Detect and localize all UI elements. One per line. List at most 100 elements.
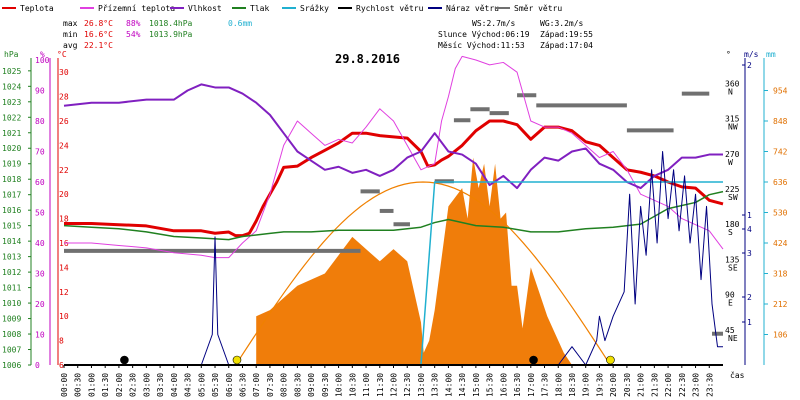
x-tick-label: 21:30 [650, 373, 659, 397]
sun-set-stat: Západ:19:55 [540, 30, 593, 39]
max-press: 1018.4hPa [149, 19, 193, 28]
moon-set-stat: Západ:17:04 [540, 41, 593, 50]
direction-tick-dir: SW [728, 193, 738, 202]
plot-area [63, 55, 724, 366]
x-tick-label: 09:30 [321, 373, 330, 397]
x-tick-label: 22:00 [664, 373, 673, 397]
wind-tick-label: 2 [747, 293, 752, 302]
sun-marker [232, 355, 242, 365]
x-tick-label: 04:30 [184, 373, 193, 397]
chart-title: 29.8.2016 [335, 52, 400, 66]
rain-tick-label: 848 [773, 117, 788, 126]
wind-tick-label: 4 [747, 225, 752, 234]
rain-tick-label: 212 [773, 300, 788, 309]
x-tick-label: 00:00 [60, 373, 69, 397]
temperature-tick-label: 16 [59, 239, 69, 248]
x-tick-label: 19:30 [595, 373, 604, 397]
legend-label: Vlhkost [188, 4, 222, 13]
humidity-tick-label: 40 [35, 239, 45, 248]
axes: hPa% °C1025102410231022102110201019101810… [2, 50, 788, 397]
wind-tick-label: 2 [747, 61, 752, 70]
pressure-tick-label: 1006 [2, 361, 21, 370]
temperature-tick-label: 14 [59, 263, 69, 272]
x-tick-label: 14:00 [444, 373, 453, 397]
x-tick-label: 11:00 [362, 373, 371, 397]
max-temp: 26.8°C [84, 19, 113, 28]
pressure-tick-label: 1018 [2, 175, 21, 184]
pressure-tick-label: 1025 [2, 67, 21, 76]
humidity-tick-label: 100 [35, 56, 50, 65]
direction-tick-label: 45 [725, 326, 735, 335]
x-tick-label: 23:30 [705, 373, 714, 397]
humidity-tick-label: 60 [35, 178, 45, 187]
x-tick-label: 07:00 [252, 373, 261, 397]
direction-tick-dir: N [728, 87, 733, 96]
wind-gust-stat: WG:3.2m/s [540, 19, 584, 28]
x-tick-label: 16:30 [513, 373, 522, 397]
moon-rise-stat: Měsíc Východ:11:53 [438, 41, 525, 50]
pressure-tick-label: 1020 [2, 144, 21, 153]
wind-speed-stat: WS:2.7m/s [472, 19, 516, 28]
humidity-tick-label: 50 [35, 209, 45, 218]
x-tick-label: 11:30 [376, 373, 385, 397]
rain-tick-label: 954 [773, 87, 788, 96]
direction-tick-dir: NE [728, 334, 738, 343]
temperature-tick-label: 8 [59, 337, 64, 346]
direction-tick-label: 135 [725, 255, 740, 264]
humidity-axis-label: % [40, 50, 45, 59]
humidity-tick-label: 90 [35, 87, 45, 96]
x-tick-label: 17:30 [541, 373, 550, 397]
pressure-tick-label: 1023 [2, 98, 21, 107]
humidity-tick-label: 10 [35, 331, 45, 340]
rain-tick-label: 530 [773, 209, 788, 218]
min-label: min [63, 30, 78, 39]
pressure-tick-label: 1012 [2, 268, 21, 277]
direction-axis-label: ° [726, 50, 731, 59]
x-tick-label: 20:30 [623, 373, 632, 397]
temperature-axis-label: °C [57, 50, 67, 59]
x-tick-label: 12:00 [390, 373, 399, 397]
legend-label: Srážky [300, 4, 329, 13]
direction-tick-label: 315 [725, 115, 740, 124]
x-tick-label: 06:00 [225, 373, 234, 397]
direction-tick-label: 225 [725, 185, 740, 194]
pressure-axis-label: hPa [4, 50, 19, 59]
series-line-vlhkost [63, 83, 723, 190]
rain-tick-label: 318 [773, 270, 788, 279]
x-tick-label: 21:00 [637, 373, 646, 397]
x-tick-label: 20:00 [609, 373, 618, 397]
pressure-tick-label: 1014 [2, 237, 21, 246]
x-tick-label: 22:30 [678, 373, 687, 397]
series-line-tlak [63, 190, 724, 241]
x-tick-label: 15:00 [472, 373, 481, 397]
pressure-tick-label: 1015 [2, 222, 21, 231]
pressure-tick-label: 1019 [2, 160, 21, 169]
humidity-tick-label: 70 [35, 148, 45, 157]
legend-label: Teplota [20, 4, 54, 13]
pressure-tick-label: 1007 [2, 346, 21, 355]
temperature-tick-label: 6 [59, 361, 64, 370]
x-tick-label: 07:30 [266, 373, 275, 397]
direction-tick-dir: E [728, 299, 733, 308]
x-tick-label: 17:00 [527, 373, 536, 397]
legend-label: Rychlost větru [356, 4, 424, 13]
humidity-tick-label: 20 [35, 300, 45, 309]
temperature-tick-label: 28 [59, 93, 69, 102]
pressure-tick-label: 1009 [2, 315, 21, 324]
stats-panel: max 26.8°C 88% 1018.4hPa 0.6mm min 16.6°… [63, 19, 593, 50]
series-line-p-zemn-teplota [64, 55, 724, 259]
avg-label: avg [63, 41, 78, 50]
temperature-tick-label: 26 [59, 117, 69, 126]
x-tick-label: 06:30 [238, 373, 247, 397]
max-rain: 0.6mm [228, 19, 252, 28]
x-tick-label: 01:30 [101, 373, 110, 397]
moon-marker [120, 355, 129, 365]
x-tick-label: 01:00 [87, 373, 96, 397]
x-tick-label: 15:30 [486, 373, 495, 397]
pressure-tick-label: 1013 [2, 253, 21, 262]
direction-tick-dir: SE [728, 263, 738, 272]
x-tick-label: 04:00 [170, 373, 179, 397]
direction-tick-label: 360 [725, 79, 740, 88]
max-hum: 88% [126, 19, 141, 28]
